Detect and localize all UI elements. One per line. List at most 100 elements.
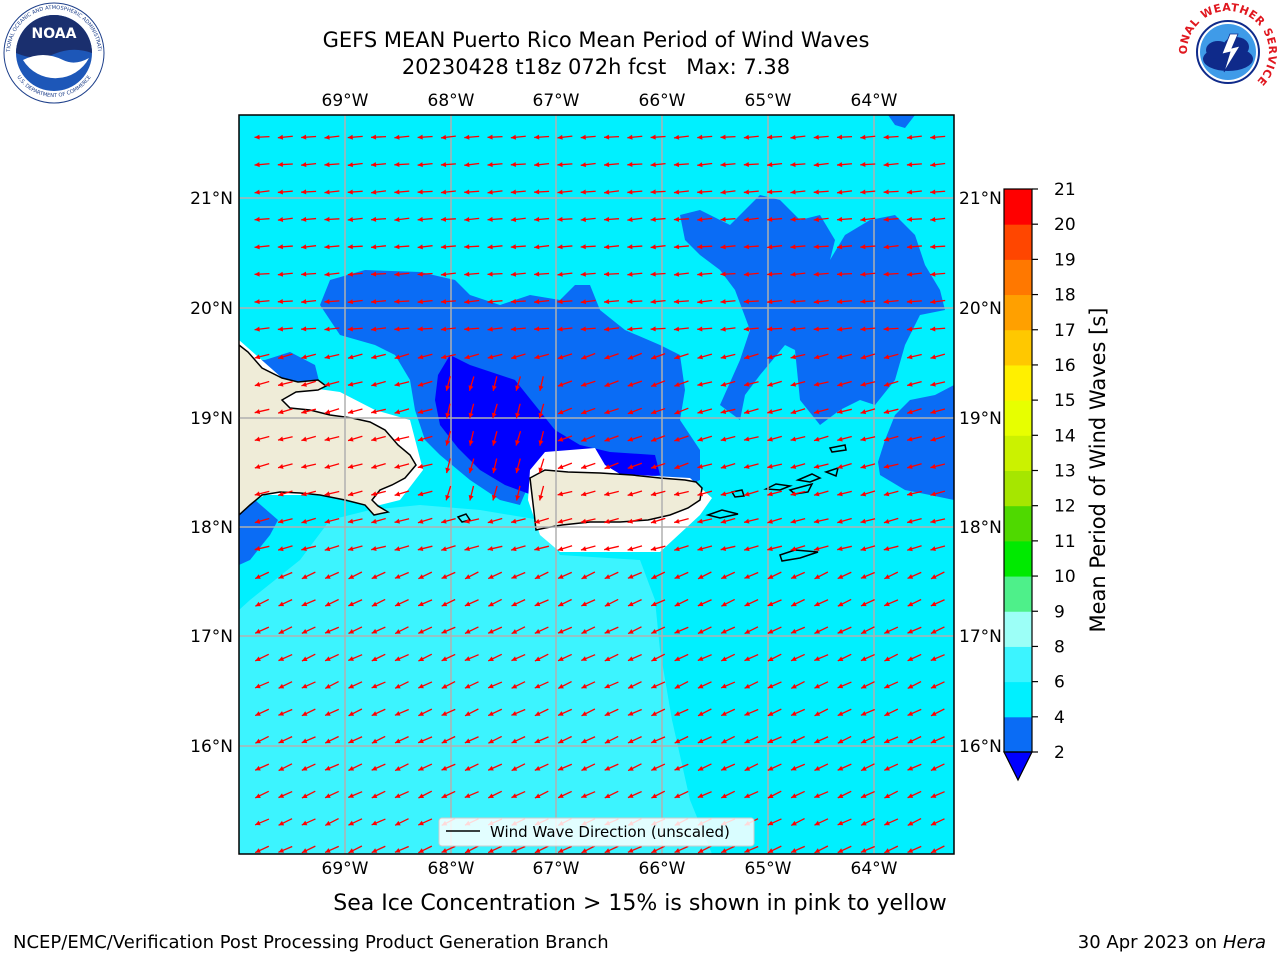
wind-arrow-head [697,271,703,277]
wind-arrow-head [930,409,936,415]
wind-arrow-head [767,491,773,497]
wind-arrow-head [558,848,564,853]
wind-arrow-head [604,299,610,305]
wind-arrow-head [534,162,540,168]
wind-arrow-head [278,546,284,552]
wind-arrow-head [650,216,656,222]
wind-arrow-head [767,354,773,360]
wind-arrow-head [907,574,914,579]
wind-arrow-head [650,546,657,552]
wind-arrow-head [557,162,563,168]
wind-arrow-head [790,216,796,222]
wind-arrow-head [491,412,497,419]
wind-arrow-head [883,134,889,140]
wind-arrow-head [813,216,819,222]
wind-arrow-head [325,820,331,826]
wind-arrow-head [534,216,540,222]
wind-arrow-head [860,299,866,305]
wind-arrow-head [417,546,424,552]
wind-arrow-head [534,299,540,305]
wind-arrow-head [254,381,261,387]
wind-arrow-head [464,629,471,634]
wind-arrow-head [441,601,448,607]
colorbar-tick-label: 9 [1054,602,1065,622]
wind-arrow-head [278,354,284,360]
wind-arrow-head [348,574,355,579]
wind-arrow-head [697,683,704,689]
colorbar-swatch [1004,540,1032,577]
wind-arrow-head [510,189,517,195]
wind-arrow-head [510,299,516,305]
wind-arrow-head [394,574,401,579]
wind-arrow-head [487,299,493,305]
wind-arrow-head [395,820,401,826]
wind-arrow-head [930,793,937,798]
wind-arrow-head [581,629,588,634]
wind-arrow-head [791,820,797,826]
wind-arrow-head [417,491,424,497]
wind-arrow-head [883,463,890,469]
wind-arrow-head [837,271,843,277]
wind-arrow-head [394,134,400,140]
wind-arrow-head [488,628,494,634]
wind-arrow-head [580,491,587,497]
wind-arrow-head [674,793,681,798]
wind-arrow-head [767,711,774,716]
wind-arrow-head [441,738,448,744]
wind-arrow-head [860,491,867,497]
wind-arrow-head [697,656,704,661]
wind-arrow-head [930,738,937,744]
wind-arrow-head [814,793,820,798]
wind-arrow-head [515,467,521,474]
chart-subtitle: 20230428 t18z 072h fcst Max: 7.38 [401,55,791,79]
wind-arrow-head [743,217,750,222]
wind-arrow-head [721,574,727,579]
wind-arrow-head [254,354,261,360]
noaa-logo-text: NOAA [32,26,77,42]
wind-arrow-head [278,574,284,579]
wind-arrow-head [348,656,354,661]
wind-arrow-head [510,217,517,222]
wind-arrow-head [534,656,541,662]
wind-arrow-head [464,271,470,277]
wind-arrow-head [417,326,423,332]
contour-2-4-southwest [239,500,278,565]
wind-arrow-head [767,134,773,140]
wind-arrow-head [743,162,749,168]
wind-arrow-head [627,299,633,305]
wind-arrow-head [650,134,656,140]
wind-arrow-head [487,546,494,551]
wind-arrow-head [697,134,703,140]
map-frame [238,114,955,855]
wind-arrow-head [930,820,937,826]
wind-arrow-head [301,711,308,716]
wind-arrow-head [837,738,844,744]
nws-logo: NATIONAL WEATHER SERVICE [1178,2,1278,100]
wind-arrow-head [491,440,497,446]
wind-arrow-head [441,518,447,524]
wind-arrow-head [697,244,703,250]
wind-arrow-head [930,354,936,360]
wind-arrow-head [581,656,587,661]
wind-arrow-head [697,463,703,469]
wind-arrow-head [557,546,564,552]
wind-arrow-head [627,518,633,524]
wind-arrow-head [558,683,564,689]
wind-arrow-head [697,793,704,798]
wind-arrow-head [278,491,284,497]
wind-arrow-head [743,326,750,332]
wind-arrow-head [650,162,656,168]
wind-arrow-head [720,381,727,387]
lon-ticks-top: 69°W 68°W 67°W 66°W 65°W 64°W [322,91,898,111]
wind-arrow-head [814,601,820,607]
wind-arrow-head [743,134,750,140]
wind-arrow-head [720,464,727,469]
wind-arrow-head [581,601,587,607]
wind-arrow-head [394,518,400,524]
wind-arrow-head [837,381,843,387]
wind-arrow-head [673,134,680,140]
wind-arrow-head [907,848,914,853]
machine-name: Hera [1222,932,1266,953]
colorbar-swatch [1004,400,1032,436]
lat-tick-left: 18°N [190,518,233,538]
